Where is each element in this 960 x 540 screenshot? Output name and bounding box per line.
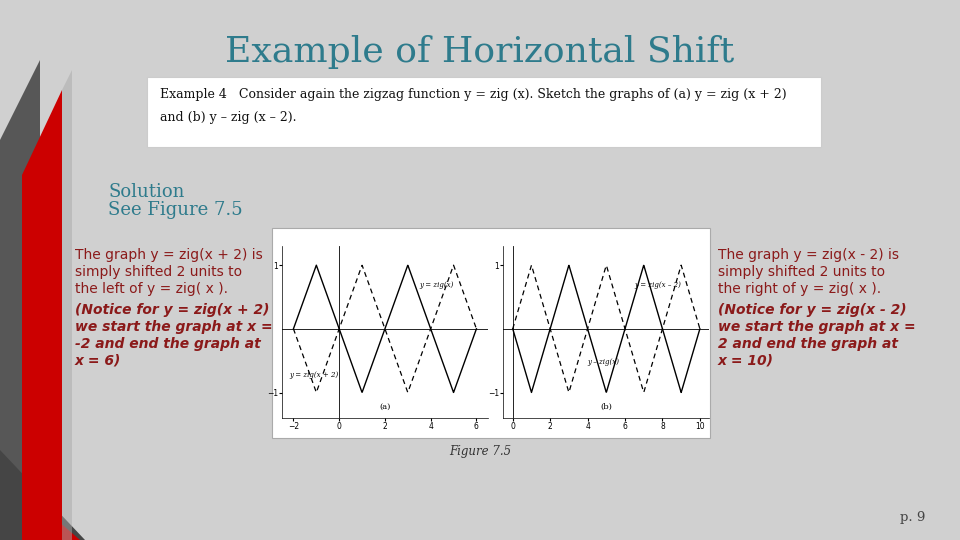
Text: (a): (a) — [379, 402, 391, 410]
Text: and (b) y – zig (x – 2).: and (b) y – zig (x – 2). — [160, 111, 297, 124]
Text: p. 9: p. 9 — [900, 511, 925, 524]
Bar — [272, 228, 710, 438]
Text: the right of y = zig( x ).: the right of y = zig( x ). — [718, 282, 881, 296]
Text: the left of y = zig( x ).: the left of y = zig( x ). — [75, 282, 228, 296]
Text: we start the graph at x =: we start the graph at x = — [718, 320, 916, 334]
Text: 2 and end the graph at: 2 and end the graph at — [718, 337, 898, 351]
Text: The graph y = zig(x + 2) is: The graph y = zig(x + 2) is — [75, 248, 263, 262]
Text: simply shifted 2 units to: simply shifted 2 units to — [718, 265, 885, 279]
FancyBboxPatch shape — [147, 77, 821, 147]
Text: y = zig(x): y = zig(x) — [420, 281, 454, 289]
Text: Example of Horizontal Shift: Example of Horizontal Shift — [226, 35, 734, 69]
Text: we start the graph at x =: we start the graph at x = — [75, 320, 273, 334]
Polygon shape — [0, 60, 40, 540]
Polygon shape — [22, 90, 62, 540]
Text: The graph y = zig(x - 2) is: The graph y = zig(x - 2) is — [718, 248, 899, 262]
Text: x = 10): x = 10) — [718, 354, 774, 368]
Text: x = 6): x = 6) — [75, 354, 121, 368]
Text: Example 4   Consider again the zigzag function y = zig (x). Sketch the graphs of: Example 4 Consider again the zigzag func… — [160, 88, 786, 101]
Text: See Figure 7.5: See Figure 7.5 — [108, 201, 243, 219]
Text: Figure 7.5: Figure 7.5 — [449, 445, 511, 458]
Text: simply shifted 2 units to: simply shifted 2 units to — [75, 265, 242, 279]
Text: y = zig(x – 2): y = zig(x – 2) — [635, 281, 682, 289]
Text: (Notice for y = zig(x - 2): (Notice for y = zig(x - 2) — [718, 303, 906, 317]
Polygon shape — [0, 450, 85, 540]
Text: (b): (b) — [600, 402, 612, 410]
Text: Solution: Solution — [108, 183, 184, 201]
Text: (Notice for y = zig(x + 2): (Notice for y = zig(x + 2) — [75, 303, 270, 317]
Polygon shape — [22, 490, 80, 540]
Text: y = zig(x + 2): y = zig(x + 2) — [289, 370, 338, 379]
Text: y – zig(x): y – zig(x) — [588, 358, 619, 366]
Polygon shape — [62, 70, 72, 540]
Text: -2 and end the graph at: -2 and end the graph at — [75, 337, 261, 351]
